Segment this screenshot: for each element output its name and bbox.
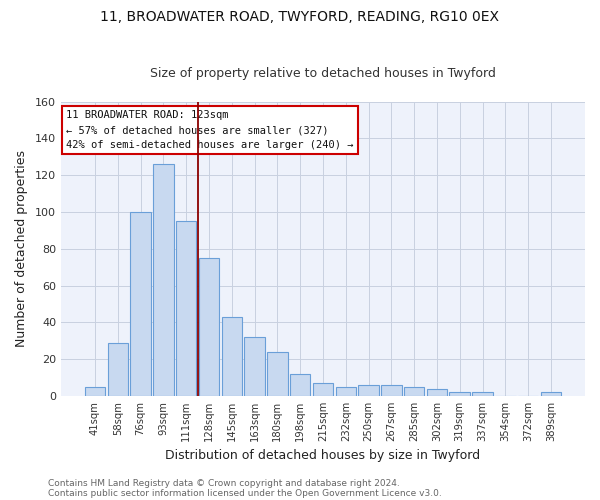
Bar	[358, 385, 379, 396]
Bar	[176, 221, 196, 396]
Bar	[335, 386, 356, 396]
Text: 11, BROADWATER ROAD, TWYFORD, READING, RG10 0EX: 11, BROADWATER ROAD, TWYFORD, READING, R…	[101, 10, 499, 24]
Title: Size of property relative to detached houses in Twyford: Size of property relative to detached ho…	[150, 66, 496, 80]
Bar	[541, 392, 561, 396]
Bar	[267, 352, 287, 396]
Bar	[313, 383, 333, 396]
Bar	[153, 164, 173, 396]
Bar	[404, 386, 424, 396]
Y-axis label: Number of detached properties: Number of detached properties	[15, 150, 28, 347]
Bar	[85, 386, 105, 396]
X-axis label: Distribution of detached houses by size in Twyford: Distribution of detached houses by size …	[166, 450, 481, 462]
Text: 11 BROADWATER ROAD: 123sqm
← 57% of detached houses are smaller (327)
42% of sem: 11 BROADWATER ROAD: 123sqm ← 57% of deta…	[66, 110, 353, 150]
Bar	[472, 392, 493, 396]
Bar	[130, 212, 151, 396]
Bar	[107, 342, 128, 396]
Bar	[381, 385, 401, 396]
Bar	[290, 374, 310, 396]
Bar	[449, 392, 470, 396]
Text: Contains public sector information licensed under the Open Government Licence v3: Contains public sector information licen…	[48, 488, 442, 498]
Bar	[244, 337, 265, 396]
Bar	[199, 258, 219, 396]
Text: Contains HM Land Registry data © Crown copyright and database right 2024.: Contains HM Land Registry data © Crown c…	[48, 478, 400, 488]
Bar	[427, 388, 447, 396]
Bar	[221, 317, 242, 396]
